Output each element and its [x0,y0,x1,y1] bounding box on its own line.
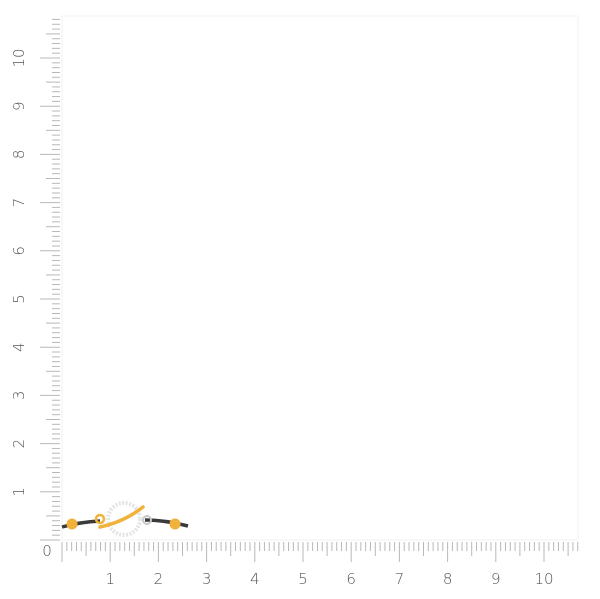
x-label-9: 9 [491,570,501,588]
y-label-7: 7 [10,198,28,208]
x-label-2: 2 [154,570,164,588]
x-label-1: 1 [105,570,115,588]
vertical-ruler [40,18,60,541]
x-label-0: 0 [42,542,52,560]
x-label-6: 6 [346,570,356,588]
frame [61,15,579,541]
x-label-7: 7 [395,570,405,588]
x-label-8: 8 [443,570,453,588]
y-label-10: 10 [10,48,28,67]
y-label-8: 8 [10,150,28,160]
jump-ring-left [94,513,106,525]
gold-orbit [98,505,145,529]
y-label-9: 9 [10,101,28,111]
y-label-2: 2 [10,439,28,449]
jump-ring-right [142,515,152,525]
x-label-10: 10 [534,570,553,588]
y-label-1: 1 [10,487,28,497]
gold-bead-right [169,518,181,530]
x-label-5: 5 [298,570,308,588]
gold-bead-left [66,518,78,530]
cord-right [144,518,189,528]
y-label-3: 3 [10,391,28,401]
y-label-5: 5 [10,294,28,304]
x-label-3: 3 [202,570,212,588]
horizontal-ruler-labels: 0 1 2 3 4 5 6 7 8 9 10 [42,542,553,588]
horizontal-ruler [61,542,579,562]
bracelet-image [61,501,189,537]
vertical-ruler-labels: 1 2 3 4 5 6 7 8 9 10 [10,48,28,496]
diamond-circle [106,501,142,537]
x-label-4: 4 [250,570,260,588]
y-label-6: 6 [10,246,28,256]
y-label-4: 4 [10,342,28,352]
